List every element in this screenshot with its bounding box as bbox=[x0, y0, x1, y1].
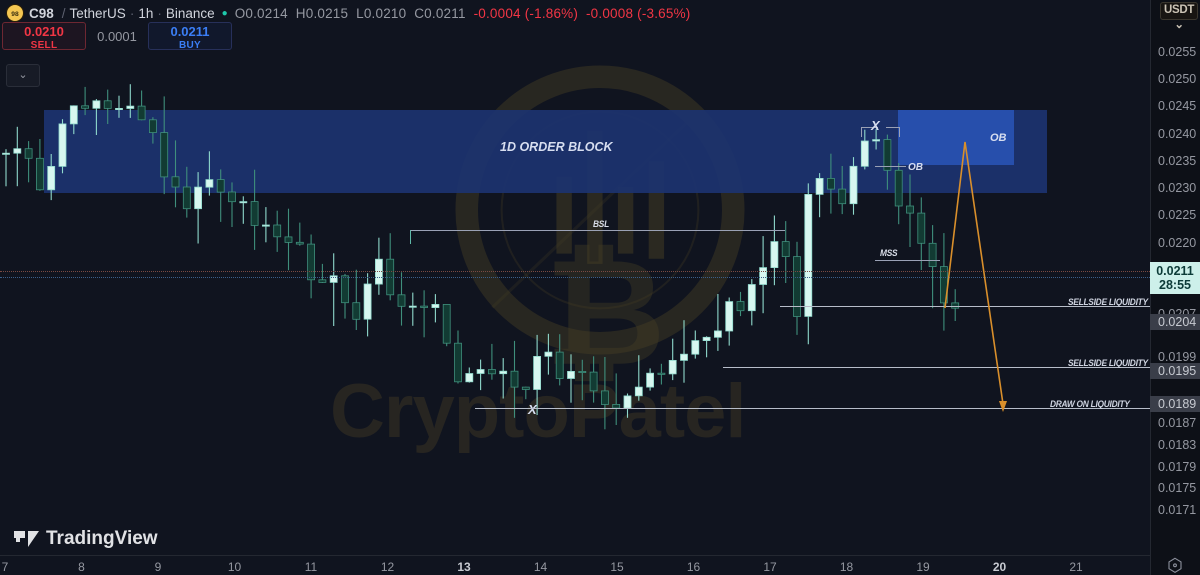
svg-text:98: 98 bbox=[11, 11, 19, 18]
